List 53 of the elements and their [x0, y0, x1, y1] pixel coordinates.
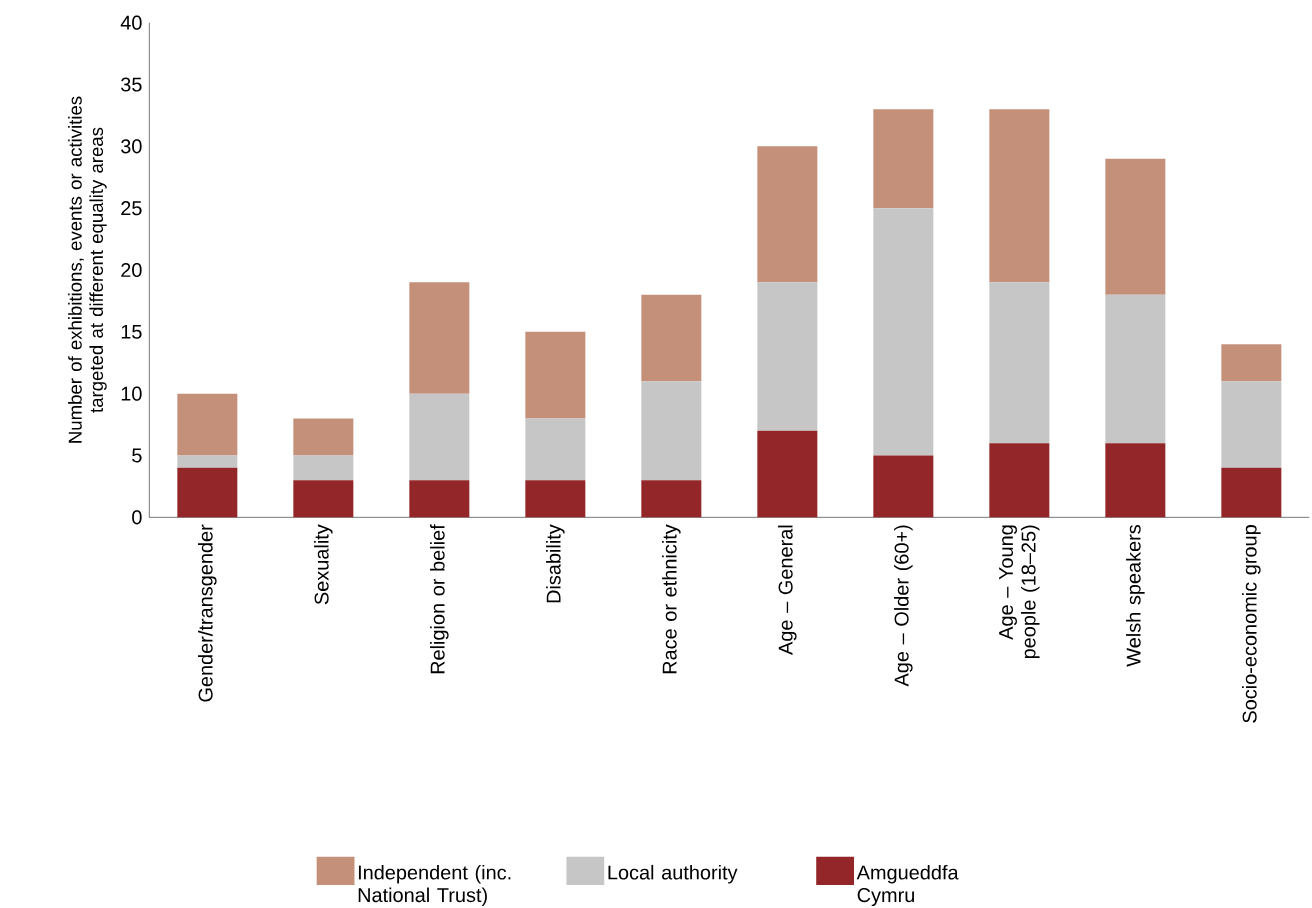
bar: [293, 480, 354, 518]
x-tick-label: Race or ethnicity: [662, 524, 681, 674]
bar: [1221, 344, 1282, 382]
bar: [757, 430, 818, 518]
bar: [525, 331, 586, 419]
y-axis-title: Number of exhibitions, events or activities targeted at different equality areas: [68, 96, 107, 443]
bar: [409, 393, 470, 481]
bar: [641, 480, 702, 518]
bar: [525, 418, 586, 481]
bar: [873, 208, 934, 456]
bar: [873, 109, 934, 209]
bar: [177, 393, 238, 456]
bar: [757, 282, 818, 431]
x-tick-label: Religion or belief: [430, 524, 449, 674]
x-tick-label: Disability: [546, 524, 565, 603]
x-tick-label: Gender/transgender: [198, 524, 217, 702]
x-tick-label: Age – Young people (18–25): [999, 525, 1040, 659]
bar: [1221, 381, 1282, 468]
bar: [989, 443, 1050, 518]
x-tick-label: Age – Older (60+): [894, 525, 913, 687]
bar: [1221, 467, 1282, 518]
bar: [641, 381, 702, 481]
y-tick-label: 35: [121, 77, 142, 92]
bar: [293, 418, 354, 456]
x-tick-label: Sexuality: [314, 524, 333, 605]
x-tick-label: Socio-economic group: [1242, 525, 1261, 723]
bar: [989, 109, 1050, 283]
legend-label: Amgueddfa Cymru: [856, 864, 959, 907]
y-tick-label: 10: [121, 386, 142, 401]
y-tick-label: 25: [121, 201, 142, 216]
y-tick-label: 0: [132, 510, 142, 525]
y-tick-label: 5: [132, 448, 142, 463]
x-tick-label: Welsh speakers: [1126, 525, 1145, 667]
y-tick-label: 20: [121, 262, 142, 278]
bar: [989, 282, 1050, 444]
y-tick-label: 30: [121, 139, 142, 154]
y-tick-label: 40: [120, 15, 142, 30]
bar: [177, 467, 238, 518]
bar: [1105, 294, 1166, 444]
bar: [873, 455, 934, 518]
legend-label: Independent (inc. National Trust): [358, 864, 511, 907]
bar: [1105, 158, 1166, 295]
bar: [757, 146, 818, 283]
bar: [177, 455, 238, 468]
y-tick-label: 15: [121, 324, 142, 339]
bar: [1105, 443, 1166, 518]
bar: [293, 455, 354, 481]
bar: [409, 282, 470, 394]
bar: [641, 294, 702, 382]
legend-label: Local authority: [608, 864, 738, 884]
bar: [409, 480, 470, 518]
bar: [525, 480, 586, 518]
x-tick-label: Age – General: [778, 525, 797, 655]
